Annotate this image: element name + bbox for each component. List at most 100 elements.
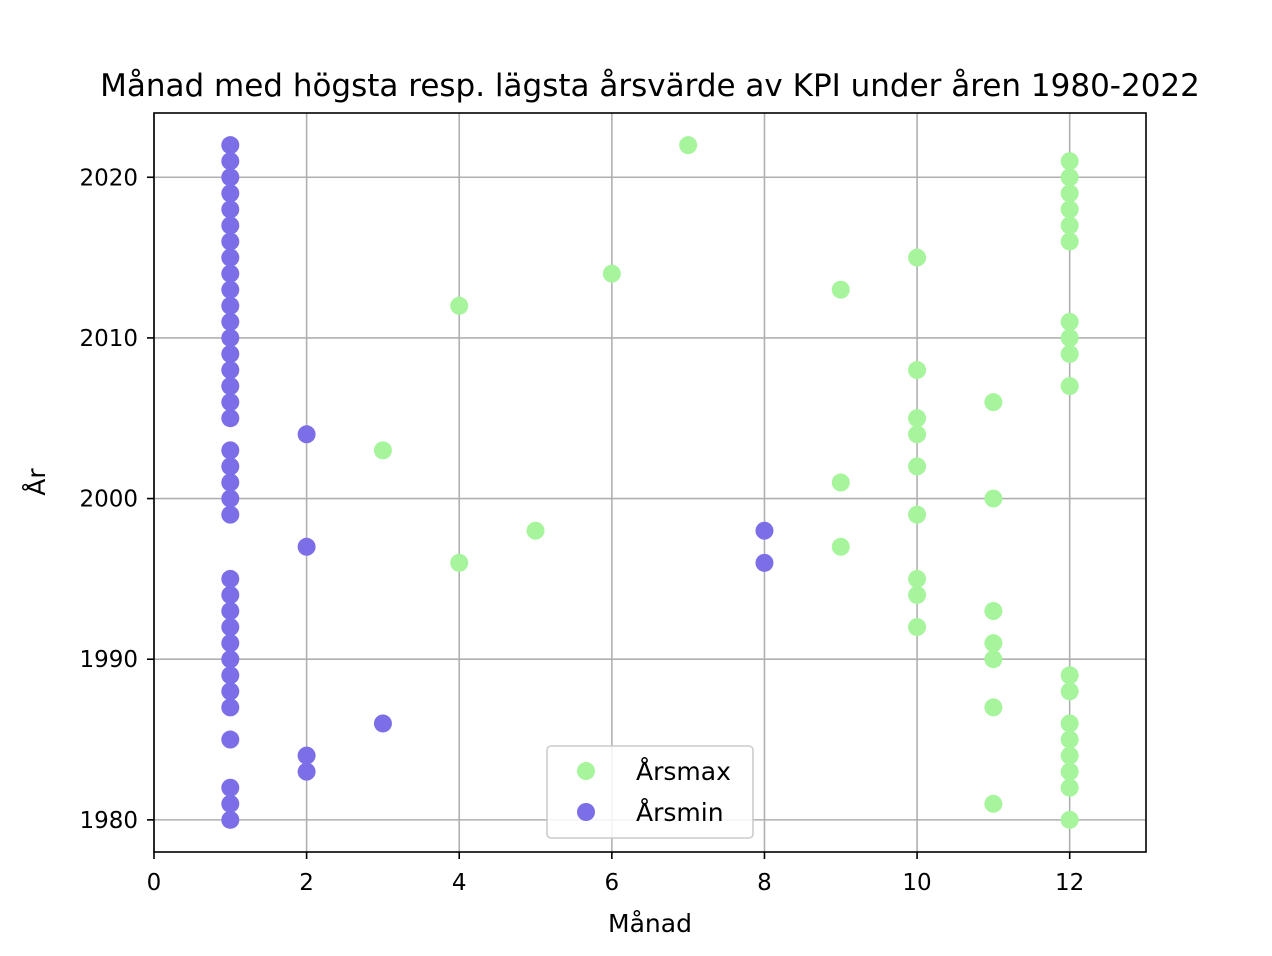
data-point bbox=[908, 409, 927, 428]
data-point bbox=[221, 682, 240, 701]
data-point bbox=[984, 650, 1003, 669]
data-point bbox=[1060, 168, 1079, 187]
series-0 bbox=[373, 136, 1079, 829]
data-point bbox=[1060, 312, 1079, 331]
data-point bbox=[297, 746, 316, 765]
x-tick-label: 10 bbox=[902, 870, 931, 896]
data-point bbox=[984, 698, 1003, 717]
data-point bbox=[221, 585, 240, 604]
y-tick-label: 1990 bbox=[79, 647, 138, 673]
data-point bbox=[221, 216, 240, 235]
x-axis-label: Månad bbox=[608, 909, 692, 938]
data-point bbox=[908, 361, 927, 380]
data-point bbox=[908, 569, 927, 588]
data-point bbox=[221, 778, 240, 797]
data-point bbox=[1060, 377, 1079, 396]
x-tick-label: 8 bbox=[757, 870, 772, 896]
y-axis-label: År bbox=[22, 468, 51, 496]
data-point bbox=[221, 505, 240, 524]
data-point bbox=[831, 280, 850, 299]
data-point bbox=[297, 425, 316, 444]
legend-label: Årsmin bbox=[636, 798, 724, 827]
data-point bbox=[908, 425, 927, 444]
data-point bbox=[221, 248, 240, 267]
data-point bbox=[984, 393, 1003, 412]
data-point bbox=[221, 232, 240, 251]
data-point bbox=[221, 296, 240, 315]
data-point bbox=[1060, 810, 1079, 829]
data-point bbox=[1060, 682, 1079, 701]
data-point bbox=[1060, 232, 1079, 251]
y-tick-label: 2020 bbox=[79, 165, 138, 191]
data-point bbox=[1060, 152, 1079, 171]
data-point bbox=[984, 602, 1003, 621]
data-point bbox=[908, 248, 927, 267]
data-point bbox=[221, 280, 240, 299]
data-point bbox=[1060, 778, 1079, 797]
data-point bbox=[373, 441, 392, 460]
data-point bbox=[984, 489, 1003, 508]
data-point bbox=[221, 264, 240, 283]
data-point bbox=[221, 184, 240, 203]
y-tick-label: 2010 bbox=[79, 326, 138, 352]
legend-label: Årsmax bbox=[636, 757, 731, 786]
data-point bbox=[221, 602, 240, 621]
data-point bbox=[1060, 328, 1079, 347]
data-point bbox=[1060, 762, 1079, 781]
data-point bbox=[221, 618, 240, 637]
data-point bbox=[221, 328, 240, 347]
data-point bbox=[221, 794, 240, 813]
data-point bbox=[1060, 666, 1079, 685]
data-point bbox=[221, 810, 240, 829]
data-point bbox=[221, 730, 240, 749]
data-point bbox=[908, 618, 927, 637]
chart-title: Månad med högsta resp. lägsta årsvärde a… bbox=[100, 68, 1200, 104]
data-point bbox=[221, 489, 240, 508]
legend-marker bbox=[577, 762, 595, 780]
legend-box bbox=[546, 745, 754, 839]
x-tick-label: 6 bbox=[605, 870, 620, 896]
data-point bbox=[1060, 200, 1079, 219]
data-point bbox=[908, 505, 927, 524]
data-points bbox=[221, 136, 1079, 829]
data-point bbox=[221, 200, 240, 219]
data-point bbox=[831, 537, 850, 556]
data-point bbox=[221, 409, 240, 428]
grid-lines bbox=[153, 113, 1146, 852]
data-point bbox=[526, 521, 545, 540]
data-point bbox=[755, 521, 774, 540]
data-point bbox=[1060, 216, 1079, 235]
x-tick-label: 2 bbox=[299, 870, 314, 896]
data-point bbox=[221, 473, 240, 492]
data-point bbox=[221, 569, 240, 588]
data-point bbox=[221, 634, 240, 653]
data-point bbox=[450, 296, 469, 315]
data-point bbox=[755, 553, 774, 572]
data-point bbox=[221, 393, 240, 412]
data-point bbox=[221, 344, 240, 363]
data-point bbox=[450, 553, 469, 572]
data-point bbox=[679, 136, 698, 155]
data-point bbox=[221, 698, 240, 717]
data-point bbox=[984, 794, 1003, 813]
data-point bbox=[221, 377, 240, 396]
data-point bbox=[831, 473, 850, 492]
data-point bbox=[984, 634, 1003, 653]
data-point bbox=[297, 537, 316, 556]
legend-marker bbox=[577, 803, 595, 821]
x-tick-label: 0 bbox=[147, 870, 162, 896]
data-point bbox=[221, 136, 240, 155]
data-point bbox=[1060, 714, 1079, 733]
y-tick-label: 2000 bbox=[79, 487, 138, 513]
axis-ticks: 0 2 4 6 8 10 12 1980 1990 2000 2010 2020 bbox=[79, 165, 1084, 896]
data-point bbox=[221, 441, 240, 460]
series-1 bbox=[221, 136, 774, 829]
plot-frame bbox=[153, 112, 1147, 853]
data-point bbox=[221, 666, 240, 685]
x-tick-label: 4 bbox=[452, 870, 467, 896]
data-point bbox=[373, 714, 392, 733]
x-tick-label: 12 bbox=[1055, 870, 1084, 896]
y-tick-label: 1980 bbox=[79, 808, 138, 834]
legend: Årsmax Årsmin bbox=[546, 745, 754, 839]
